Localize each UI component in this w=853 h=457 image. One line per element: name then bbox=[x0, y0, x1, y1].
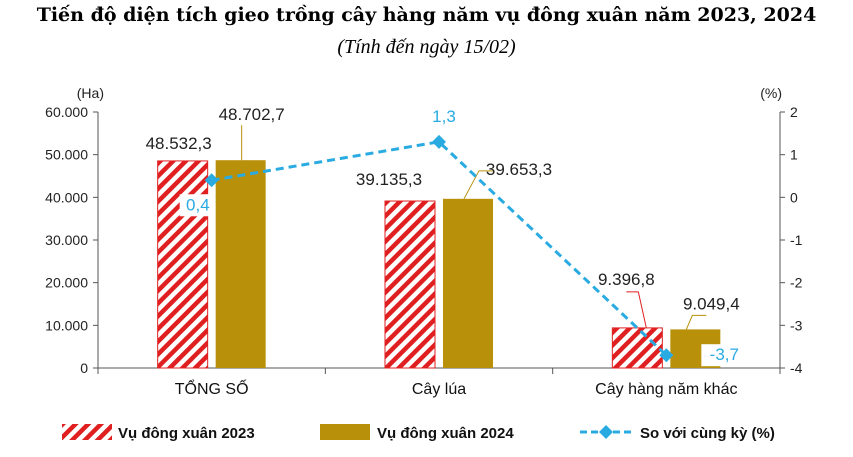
yoy-value-label: -3,7 bbox=[710, 345, 739, 364]
right-tick-label: 1 bbox=[790, 147, 798, 163]
bar-2023-value-label: 9.396,8 bbox=[598, 270, 655, 289]
right-tick-label: -1 bbox=[790, 232, 803, 248]
yoy-value-label: 1,3 bbox=[432, 107, 456, 126]
bar-2023 bbox=[157, 160, 209, 369]
left-tick-label: 40.000 bbox=[45, 189, 88, 205]
chart-subtitle: (Tính đến ngày 15/02) bbox=[337, 36, 516, 58]
bar-2024 bbox=[443, 198, 493, 368]
left-tick-label: 10.000 bbox=[45, 317, 88, 333]
right-tick-label: -2 bbox=[790, 275, 803, 291]
bar-2023-value-label: 39.135,3 bbox=[356, 170, 422, 189]
right-axis-unit: (%) bbox=[760, 85, 782, 101]
bar-2024-value-label: 9.049,4 bbox=[683, 294, 740, 313]
right-tick-label: 2 bbox=[790, 104, 798, 120]
line-label-background bbox=[701, 344, 748, 367]
yoy-marker bbox=[204, 173, 219, 188]
bar-2024-leader-line bbox=[463, 170, 494, 200]
left-axis-unit: (Ha) bbox=[77, 85, 104, 101]
legend-label-2024: Vụ đông xuân 2024 bbox=[377, 425, 514, 442]
bar-2023 bbox=[384, 200, 436, 369]
legend-swatch-marker bbox=[599, 425, 613, 439]
chart-title: Tiến độ diện tích gieo trồng cây hàng nă… bbox=[36, 4, 817, 26]
left-tick-label: 60.000 bbox=[45, 104, 88, 120]
legend-swatch-2023 bbox=[62, 424, 112, 440]
x-category-label: TỔNG SỐ bbox=[175, 378, 249, 398]
bar-2024-value-label: 39.653,3 bbox=[486, 160, 552, 179]
x-category-label: Cây lúa bbox=[412, 381, 466, 398]
left-tick-label: 30.000 bbox=[45, 232, 88, 248]
right-tick-label: 0 bbox=[790, 189, 798, 205]
legend-label-2023: Vụ đông xuân 2023 bbox=[118, 425, 255, 442]
right-tick-label: -4 bbox=[790, 360, 803, 376]
bar-2024-leader-line bbox=[685, 314, 707, 330]
legend-swatch-2024 bbox=[320, 424, 370, 440]
bar-2023 bbox=[611, 327, 663, 369]
bar-2023-value-label: 48.532,3 bbox=[146, 134, 212, 153]
yoy-marker bbox=[432, 134, 446, 149]
left-tick-label: 20.000 bbox=[45, 275, 88, 291]
yoy-value-label: 0,4 bbox=[186, 195, 210, 214]
bar-2023-leader-line bbox=[626, 291, 647, 329]
line-label-background bbox=[179, 194, 214, 217]
bar-2024-value-label: 48.702,7 bbox=[219, 105, 285, 124]
x-category-label: Cây hàng năm khác bbox=[595, 381, 737, 398]
legend-label-yoy: So với cùng kỳ (%) bbox=[640, 425, 775, 442]
left-tick-label: 0 bbox=[80, 360, 88, 376]
yoy-line bbox=[211, 140, 668, 357]
left-tick-label: 50.000 bbox=[45, 147, 88, 163]
bar-2024 bbox=[215, 160, 266, 368]
yoy-marker bbox=[659, 348, 674, 363]
right-tick-label: -3 bbox=[790, 317, 803, 333]
